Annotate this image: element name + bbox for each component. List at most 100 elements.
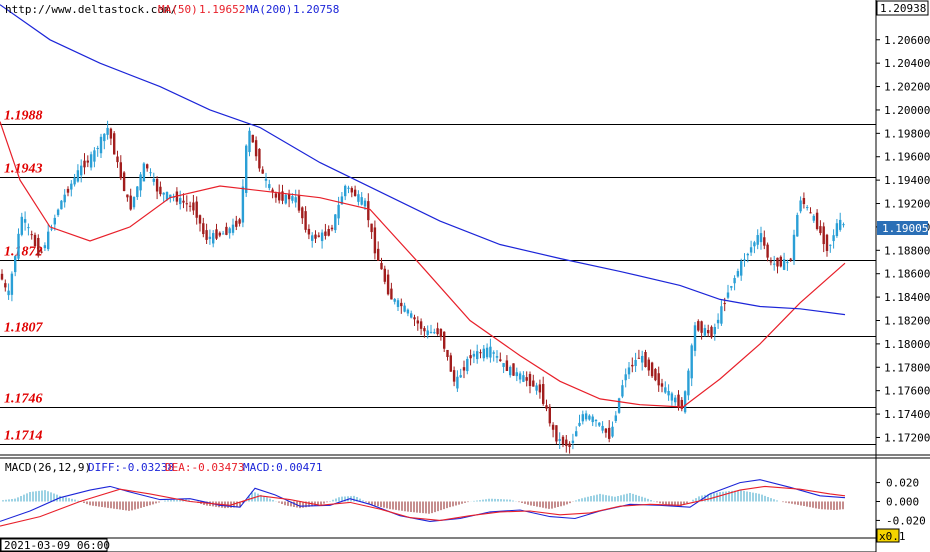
candle-body <box>340 196 344 205</box>
level-label: 1.1714 <box>4 429 43 444</box>
candle-body <box>713 327 716 335</box>
candle-body <box>443 331 446 349</box>
candle-body <box>462 367 466 371</box>
candle-body <box>314 234 317 239</box>
candle-body <box>456 376 459 389</box>
candle-body <box>839 219 842 230</box>
candle-body <box>700 321 703 333</box>
candle-body <box>80 165 83 176</box>
candle-body <box>650 362 654 377</box>
current-price-label: 1.19005 <box>882 222 928 235</box>
candle-body <box>410 313 413 318</box>
candle-body <box>17 233 20 259</box>
candle-body <box>43 245 47 249</box>
candle-body <box>469 355 472 359</box>
candle-body <box>578 422 581 426</box>
candle-body <box>756 235 759 245</box>
candle-body <box>555 425 558 442</box>
candle-body <box>0 273 4 280</box>
moving-average-lines <box>0 4 846 408</box>
candle-body <box>344 185 347 197</box>
candle-body <box>311 235 314 241</box>
candle-body <box>518 373 522 380</box>
candle-body <box>383 268 386 282</box>
candle-body <box>571 440 575 444</box>
candle-body <box>350 188 353 193</box>
candle-body <box>485 347 489 358</box>
candle-body <box>245 145 248 193</box>
candle-body <box>690 345 693 379</box>
candle-body <box>139 174 142 191</box>
candle-body <box>254 140 258 157</box>
candle-body <box>235 220 238 227</box>
candle-body <box>792 234 796 261</box>
scale-label: x0.1 <box>879 530 906 543</box>
candle-body <box>202 223 205 235</box>
candle-body <box>136 186 139 198</box>
candle-body <box>647 359 650 371</box>
candle-body <box>103 133 106 142</box>
candle-body <box>753 242 756 247</box>
dea-line <box>0 485 846 527</box>
candle-body <box>525 377 528 381</box>
candle-body <box>509 366 512 376</box>
macd-tick-label: 0.000 <box>886 496 919 509</box>
candle-body <box>27 227 30 229</box>
price-tick-label: 1.18000 <box>884 338 930 351</box>
candle-body <box>551 424 555 430</box>
macd-diff: DIFF:-0.03238 <box>88 461 174 474</box>
candle-body <box>776 257 779 267</box>
candle-body <box>617 398 621 413</box>
candle-body <box>601 425 604 431</box>
candle-body <box>621 385 624 397</box>
price-tick-label: 1.20600 <box>884 34 930 47</box>
candle-body <box>162 192 165 195</box>
price-tick-label: 1.17800 <box>884 361 930 374</box>
candle-body <box>363 200 367 207</box>
candle-body <box>459 375 462 378</box>
candle-body <box>825 234 829 251</box>
candle-body <box>736 271 740 277</box>
candle-body <box>515 372 518 377</box>
level-label: 1.1872 <box>4 245 43 260</box>
candle-body <box>641 355 644 363</box>
candle-body <box>829 244 832 246</box>
candle-body <box>683 391 687 413</box>
candle-body <box>631 364 634 367</box>
source-url: http://www.deltastock.com/ <box>5 3 177 16</box>
time-axis <box>0 537 877 552</box>
candle-body <box>152 178 155 182</box>
candle-body <box>575 431 578 437</box>
candle-body <box>86 160 89 163</box>
time-box <box>0 538 108 552</box>
candle-body <box>608 427 611 439</box>
candle-body <box>588 415 591 420</box>
candle-body <box>99 136 103 154</box>
candle-body <box>538 384 542 393</box>
candle-body <box>50 228 53 230</box>
candle-body <box>218 232 221 236</box>
candle-body <box>413 317 416 320</box>
candle-body <box>301 207 304 219</box>
candle-body <box>707 329 710 334</box>
candle-body <box>307 228 311 235</box>
candle-body <box>502 363 505 367</box>
price-tick-label: 1.17400 <box>884 408 930 421</box>
candle-body <box>192 202 195 211</box>
candle-body <box>284 194 287 204</box>
candle-body <box>63 194 66 203</box>
macd-dea: DEA:-0.03473 <box>165 461 244 474</box>
candle-body <box>545 405 548 409</box>
candle-body <box>433 332 436 334</box>
candle-body <box>185 203 188 205</box>
candle-body <box>327 229 330 236</box>
candle-body <box>489 346 492 358</box>
candle-body <box>611 426 614 437</box>
candle-body <box>30 234 33 236</box>
candle-body <box>842 224 845 226</box>
candle-body <box>763 237 766 246</box>
candle-body <box>208 236 212 239</box>
candle-body <box>773 263 776 265</box>
candle-body <box>479 352 482 354</box>
candle-body <box>40 251 43 253</box>
